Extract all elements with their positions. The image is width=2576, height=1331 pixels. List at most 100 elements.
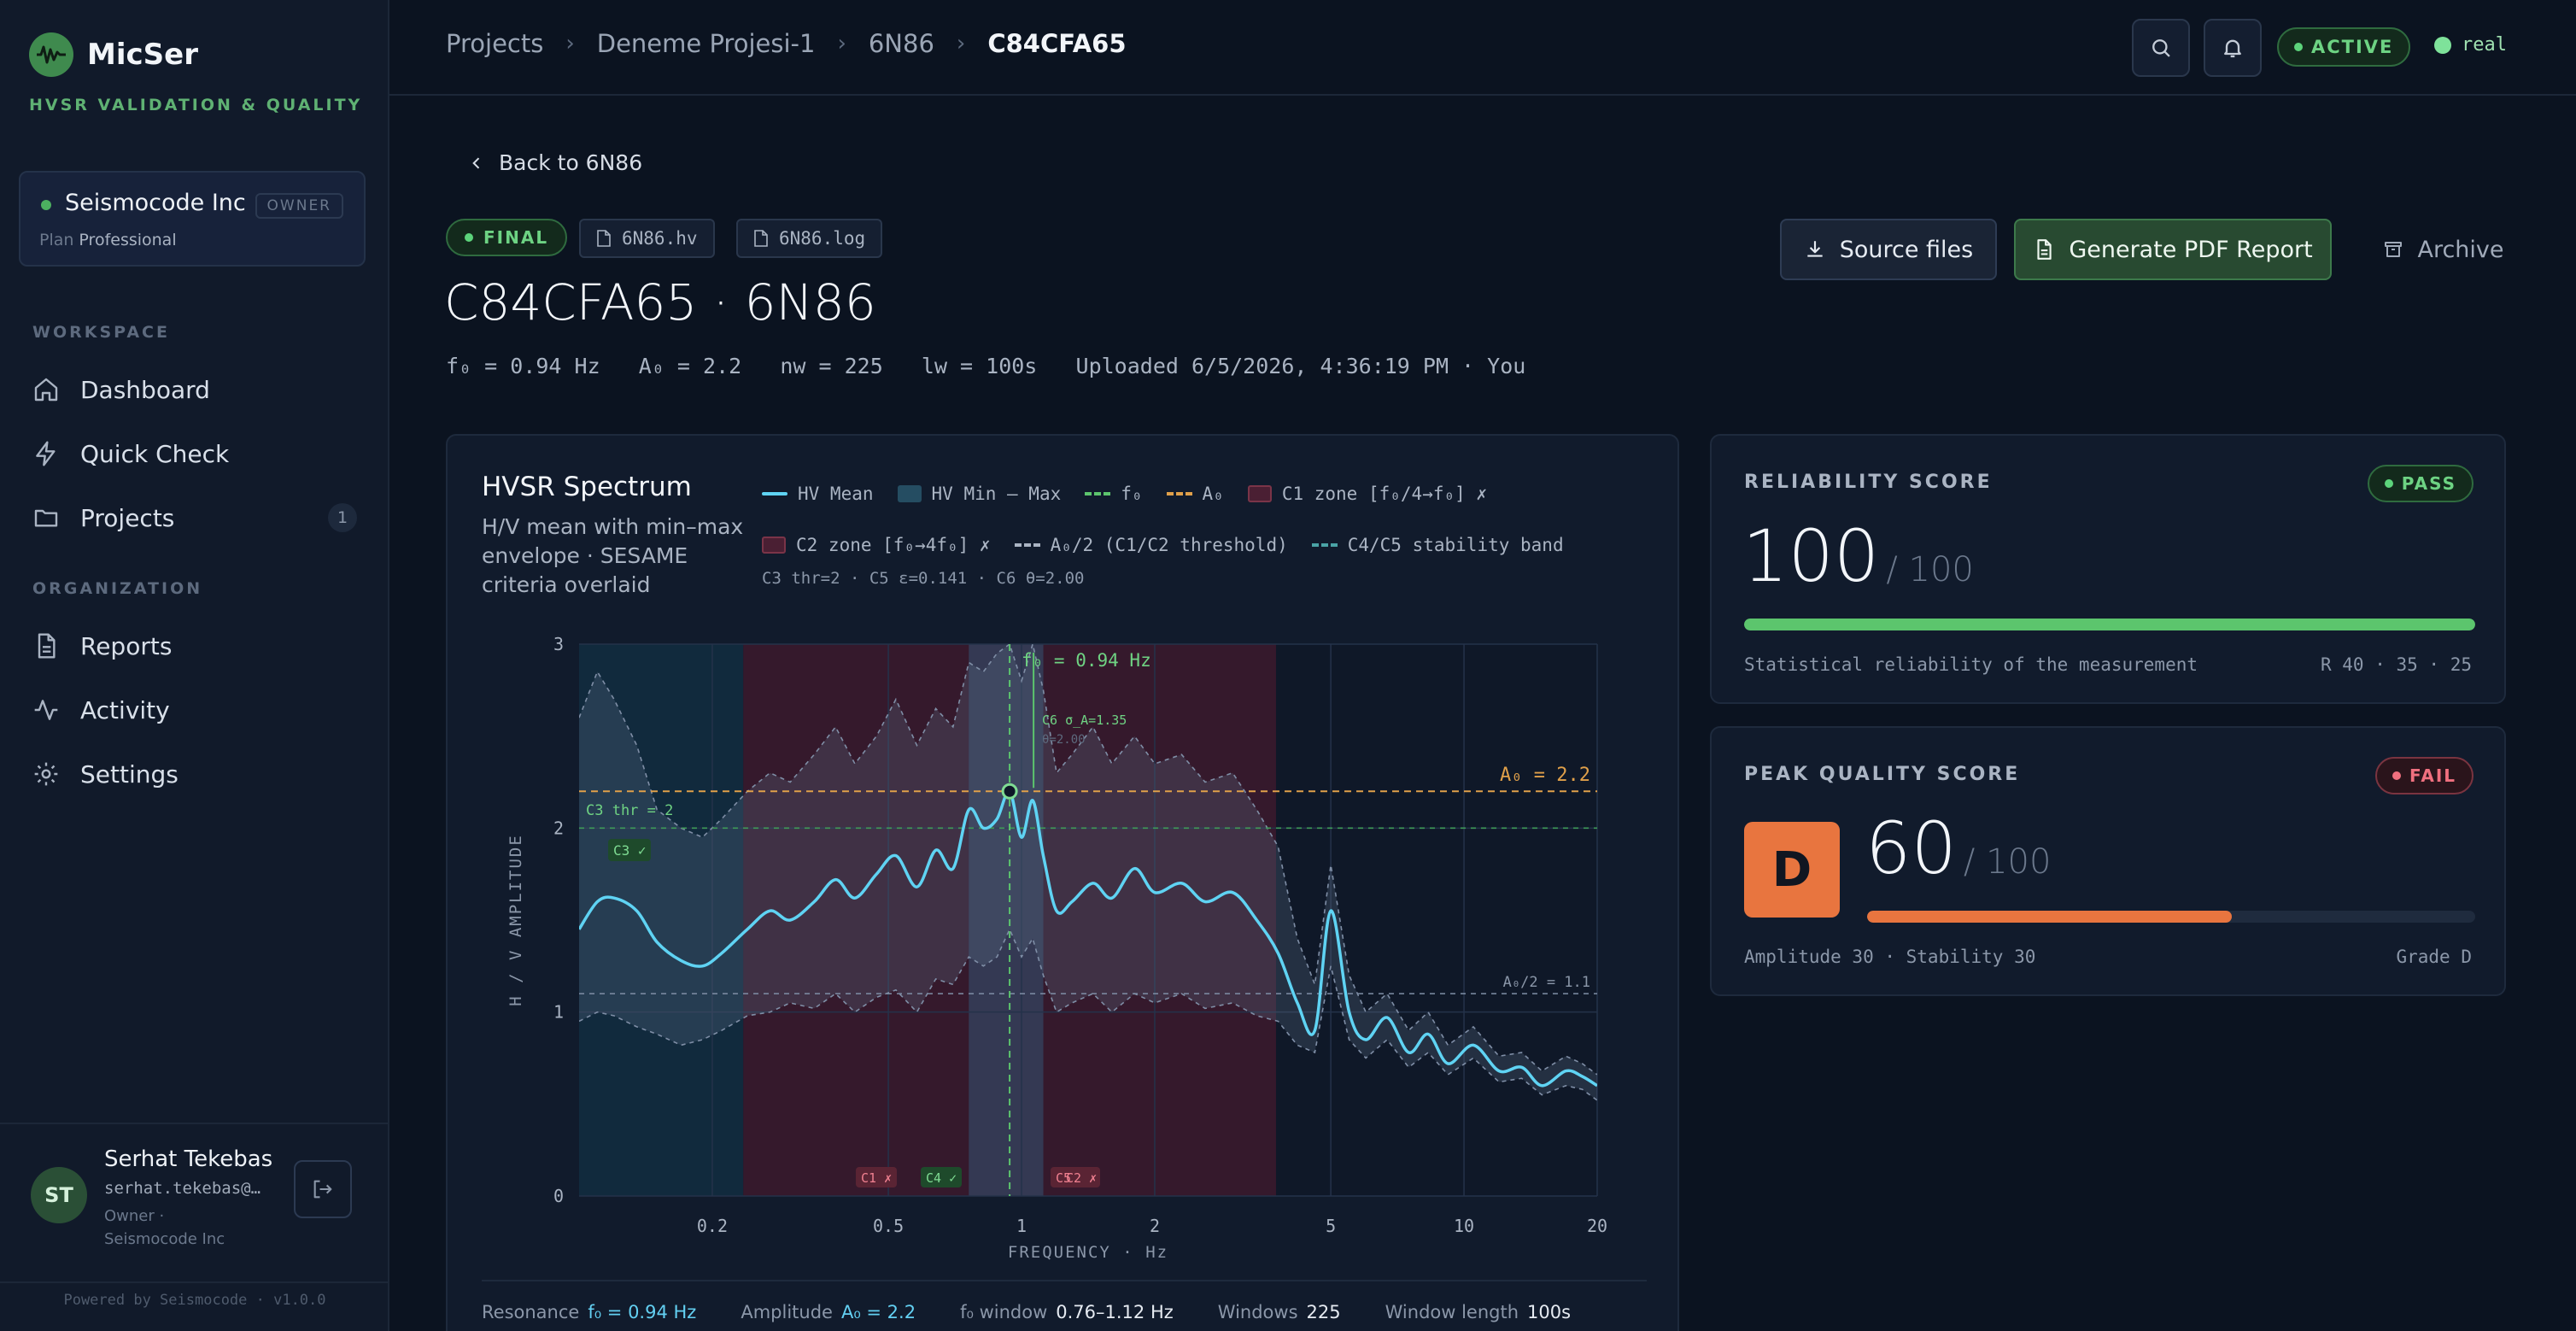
status-dot [2294, 43, 2303, 51]
file-chip-log[interactable]: 6N86.log [736, 219, 883, 258]
hv-min-line [579, 927, 1597, 1101]
c6-theta-annotation: θ=2.00 [1042, 733, 1086, 747]
file-icon [754, 230, 768, 247]
nav-section-organization: ORGANIZATION [32, 579, 203, 598]
x-tick-label: 20 [1587, 1216, 1607, 1236]
sidebar-item-projects[interactable]: Projects 1 [32, 494, 357, 542]
x-tick-label: 1 [1016, 1216, 1027, 1236]
search-icon [2152, 39, 2170, 57]
archive-icon [2385, 242, 2403, 257]
chart-subtitle: H/V mean with min–max envelope · SESAME … [482, 514, 744, 597]
sidebar-item-activity[interactable]: Activity [32, 686, 357, 734]
legend-a0[interactable]: A₀ [1166, 484, 1224, 504]
legend-half-a0[interactable]: A₀/2 (C1/C2 threshold) [1014, 535, 1288, 555]
reliability-footer: Statistical reliability of the measureme… [1744, 654, 2472, 675]
breadcrumb-project[interactable]: Deneme Projesi-1 [596, 29, 816, 58]
back-link[interactable]: Back to 6N86 [468, 150, 642, 175]
reliability-progress-fill [1744, 619, 2475, 630]
logout-button[interactable] [294, 1160, 352, 1218]
gear-icon [34, 762, 58, 786]
legend-f0[interactable]: f₀ [1085, 484, 1143, 504]
c3-pass-label: C3 ✓ [613, 842, 647, 859]
hv-minmax-fill [579, 644, 1597, 1100]
c4-c5-stability-band [969, 644, 1044, 1196]
peak-quality-score-card: PEAK QUALITY SCORE FAIL D 60/ 100 Amplit… [1710, 726, 2506, 996]
sidebar-item-quick-check[interactable]: Quick Check [32, 430, 357, 478]
sidebar-item-label: Reports [80, 631, 173, 660]
breadcrumb-current: C84CFA65 [987, 29, 1127, 58]
org-name: Seismocode Inc [65, 190, 246, 216]
status-dot [2392, 771, 2401, 780]
c6-sigma-annotation: C6 σ_A=1.35 [1042, 712, 1127, 728]
sidebar-item-label: Projects [80, 503, 175, 532]
sidebar-item-reports[interactable]: Reports [32, 622, 357, 670]
legend-stability-band[interactable]: C4/C5 stability band [1311, 535, 1564, 555]
org-status-dot [41, 200, 51, 210]
org-switcher[interactable]: Seismocode Inc OWNER Plan Professional [19, 171, 366, 267]
c2-tag-label: C2 ✗ [1066, 1170, 1097, 1186]
legend-hv-mean[interactable]: HV Mean [762, 484, 874, 504]
y-tick-label: 0 [553, 1186, 564, 1206]
user-name: Serhat Tekebas [104, 1146, 273, 1172]
org-plan-value: Professional [79, 231, 177, 249]
summary-window-length: Window length 100s [1385, 1302, 1572, 1322]
c1-fail-label: C1 ✗ [861, 1170, 892, 1186]
hv-mean-line [579, 789, 1597, 1088]
sidebar-item-settings[interactable]: Settings [32, 750, 357, 798]
y-tick-label: 1 [553, 1002, 564, 1023]
generate-pdf-button[interactable]: Generate PDF Report [2014, 219, 2332, 280]
sidebar-item-dashboard[interactable]: Dashboard [32, 366, 357, 413]
app-logo[interactable]: MicSer [29, 32, 198, 77]
breadcrumb-projects[interactable]: Projects [446, 29, 544, 58]
legend-c1-zone[interactable]: C1 zone [f₀/4→f₀] ✗ [1247, 484, 1487, 504]
peak-quality-description: Amplitude 30 · Stability 30 [1744, 947, 2036, 967]
hvsr-spectrum-card: HVSR Spectrum H/V mean with min–max enve… [446, 434, 1679, 1331]
user-profile: ST Serhat Tekebas serhat.tekebas@… Owner… [0, 1123, 389, 1285]
file-chip-hv[interactable]: 6N86.hv [579, 219, 715, 258]
legend-hv-minmax[interactable]: HV Min – Max [897, 484, 1061, 504]
org-plan: Plan Professional [39, 231, 177, 249]
y-tick-label: 3 [553, 634, 564, 654]
user-role: Owner · Seismocode Inc [104, 1207, 225, 1248]
spectrum-summary: Resonance f₀ = 0.94 Hz Amplitude A₀ = 2.2 … [482, 1280, 1647, 1322]
reliability-score: 100/ 100 [1742, 514, 1974, 598]
search-button[interactable] [2132, 19, 2190, 77]
summary-resonance: Resonance f₀ = 0.94 Hz [482, 1302, 697, 1322]
x-tick-label: 0.2 [697, 1216, 728, 1236]
status-dot [465, 233, 473, 242]
status-dot [2384, 479, 2393, 488]
avatar[interactable]: ST [31, 1167, 87, 1223]
c5-c2-fail-tag [1051, 1167, 1100, 1187]
summary-windows: Windows 225 [1217, 1302, 1341, 1322]
c4-pass-tag [921, 1167, 962, 1187]
x-tick-label: 0.5 [873, 1216, 904, 1236]
hv-mean-series [579, 789, 1597, 1088]
chart-grid [579, 643, 1598, 1197]
x-tick-label: 2 [1150, 1216, 1160, 1236]
download-icon [1807, 241, 1823, 257]
chart-title: HVSR Spectrum [482, 472, 692, 502]
archive-button[interactable]: Archive [2356, 219, 2532, 280]
reliability-status-badge: PASS [2367, 465, 2474, 502]
c3-pass-tag [608, 839, 651, 861]
peak-quality-status-badge: FAIL [2374, 757, 2474, 794]
a0-annotation: A₀ = 2.2 [1500, 765, 1590, 786]
notifications-button[interactable] [2204, 19, 2262, 77]
source-files-button[interactable]: Source files [1780, 219, 1997, 280]
measurement-meta: f₀ = 0.94 Hz A₀ = 2.2 nw = 225 lw = 100s… [446, 354, 1526, 378]
app-name: MicSer [87, 38, 198, 72]
legend-c2-zone[interactable]: C2 zone [f₀→4f₀] ✗ [762, 535, 991, 555]
final-status-badge: FINAL [446, 219, 568, 256]
breadcrumb-site[interactable]: 6N86 [868, 29, 934, 58]
topbar: Projects › Deneme Projesi-1 › 6N86 › C84… [389, 0, 2576, 96]
activity-icon [34, 700, 58, 720]
folder-icon [34, 509, 58, 527]
y-axis-label: H / V AMPLITUDE [506, 834, 525, 1006]
user-email: serhat.tekebas@… [104, 1179, 261, 1198]
environment-indicator: real [2434, 34, 2507, 56]
env-dot [2434, 36, 2451, 54]
sidebar-item-label: Settings [80, 759, 179, 789]
logout-icon [313, 1180, 332, 1199]
x-axis-label: FREQUENCY · Hz [1008, 1243, 1168, 1262]
role-badge: OWNER [255, 193, 343, 219]
